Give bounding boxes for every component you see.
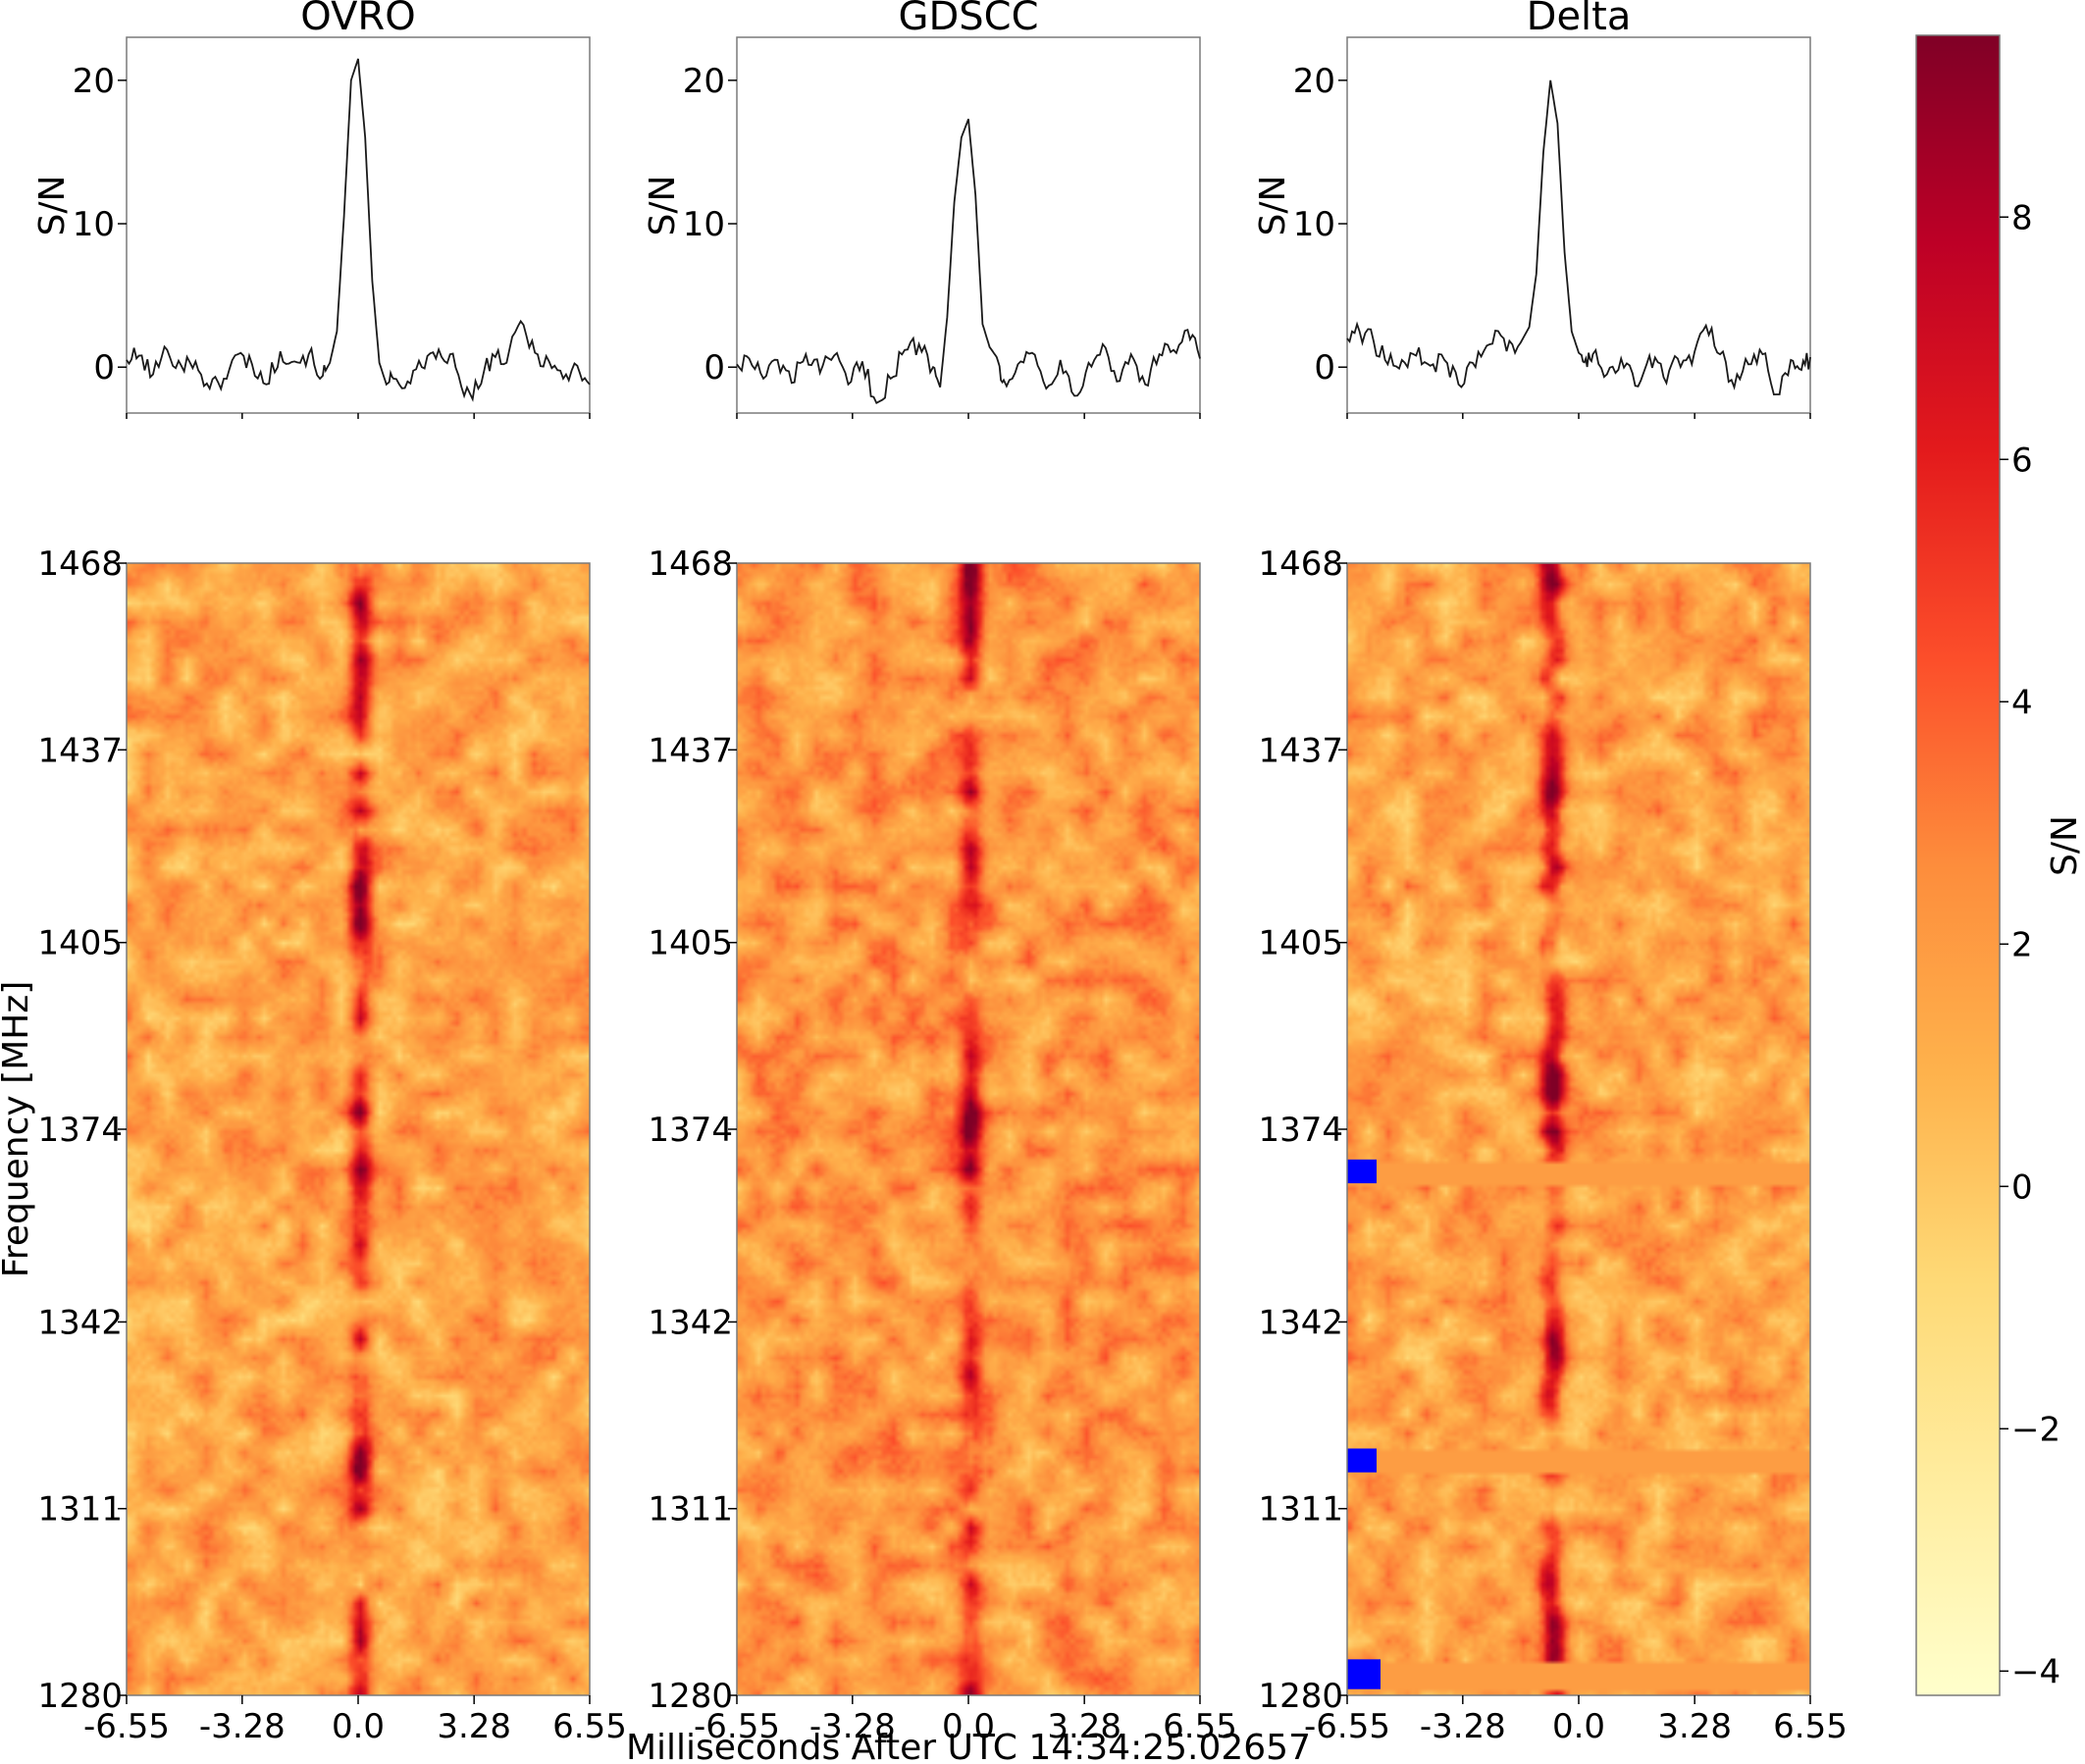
y-tick-label: 1280 <box>648 1677 733 1716</box>
y-tick-label: 1311 <box>648 1490 733 1530</box>
y-axis-label: Frequency [MHz] <box>0 981 36 1278</box>
x-tick-label: 0.0 <box>332 1707 385 1746</box>
x-tick-label: 3.28 <box>437 1707 511 1746</box>
x-tick-label: -3.28 <box>809 1707 896 1746</box>
x-tick-label: 0.0 <box>1552 1707 1605 1746</box>
x-tick-label: -3.28 <box>199 1707 286 1746</box>
masked-channel-marker <box>1347 1159 1377 1184</box>
y-tick-label: 1342 <box>1258 1303 1343 1342</box>
colorbar-tick-label: 6 <box>2011 441 2033 480</box>
y-axis-label: S/N <box>643 176 683 236</box>
y-tick-label: 0 <box>93 348 115 388</box>
y-tick-label: 1468 <box>37 545 123 584</box>
y-tick-label: 10 <box>683 205 725 244</box>
y-tick-label: 1405 <box>648 924 733 963</box>
y-tick-label: 0 <box>1314 348 1335 388</box>
timeseries-panel-ovro: OVRO 0 10 20 S/N <box>32 0 591 419</box>
y-tick-label: 20 <box>1293 62 1335 101</box>
series-line <box>126 58 591 402</box>
colorbar-tick-label: 4 <box>2011 683 2033 722</box>
y-tick-label: 1342 <box>37 1303 123 1342</box>
colorbar-tick-label: 0 <box>2011 1167 2033 1207</box>
x-tick-label: 6.55 <box>552 1707 627 1746</box>
heatmap-panel-gdscc: 1468 1437 1405 1374 1342 1311 1280-6.55 -3.28 0.… <box>648 545 1236 1746</box>
masked-channel-marker <box>1347 1448 1377 1473</box>
y-tick-label: 1374 <box>648 1111 733 1150</box>
heatmap-panel-ovro: 1468 1437 1405 1374 1342 1311 1280-6.55 -3.28 0.… <box>0 545 627 1746</box>
masked-channel-marker <box>1347 1659 1381 1689</box>
plot-frame <box>126 36 591 414</box>
colorbar-tick-label: −4 <box>2011 1652 2060 1691</box>
panel-title: OVRO <box>300 0 415 39</box>
colorbar-tick-label: 2 <box>2011 925 2033 964</box>
x-tick-label: 0.0 <box>942 1707 995 1746</box>
series-line <box>736 118 1201 405</box>
y-tick-label: 1311 <box>1258 1490 1343 1530</box>
y-tick-label: 10 <box>73 205 115 244</box>
x-axis-label: Milliseconds After UTC 14:34:25.02657 <box>626 1728 1311 1764</box>
y-tick-label: 0 <box>704 348 725 388</box>
y-axis-label: S/N <box>1253 176 1293 236</box>
dynamic-spectrum-image <box>737 563 1200 1695</box>
heatmap-panel-delta: 1468 1437 1405 1374 1342 1311 1280-6.55 -3.28 0.… <box>1258 545 1847 1746</box>
colorbar-label: S/N <box>2045 815 2085 876</box>
dynamic-spectrum-image <box>127 563 590 1695</box>
y-tick-label: 1280 <box>1258 1677 1343 1716</box>
y-tick-label: 1468 <box>1258 545 1343 584</box>
y-tick-label: 1437 <box>1258 731 1343 770</box>
y-tick-label: 1311 <box>37 1490 123 1530</box>
timeseries-panel-delta: Delta 0 10 20 S/N <box>1253 0 1811 419</box>
x-tick-label: -6.55 <box>694 1707 780 1746</box>
colorbar-tick-label: 8 <box>2011 198 2033 237</box>
x-tick-label: 3.28 <box>1047 1707 1121 1746</box>
y-tick-label: 1374 <box>37 1111 123 1150</box>
y-tick-label: 20 <box>683 62 725 101</box>
y-tick-label: 1405 <box>37 924 123 963</box>
y-tick-label: 1437 <box>648 731 733 770</box>
colorbar: −4 −2 0 2 4 6 8 S/N <box>1915 34 2085 1696</box>
series-line <box>1346 79 1811 396</box>
y-tick-label: 1468 <box>648 545 733 584</box>
y-axis-label: S/N <box>32 176 73 236</box>
timeseries-panel-gdscc: GDSCC 0 10 20 S/N <box>643 0 1201 419</box>
x-tick-label: -6.55 <box>1304 1707 1390 1746</box>
x-tick-label: -3.28 <box>1420 1707 1506 1746</box>
panel-title: GDSCC <box>898 0 1038 39</box>
x-tick-label: 6.55 <box>1163 1707 1237 1746</box>
x-tick-label: 3.28 <box>1657 1707 1732 1746</box>
plot-frame <box>736 36 1201 414</box>
y-tick-label: 1405 <box>1258 924 1343 963</box>
y-tick-label: 20 <box>73 62 115 101</box>
dynamic-spectrum-image <box>1347 563 1810 1695</box>
y-tick-label: 1280 <box>37 1677 123 1716</box>
colorbar-tick-label: −2 <box>2011 1410 2060 1449</box>
y-tick-label: 1437 <box>37 731 123 770</box>
y-tick-label: 1374 <box>1258 1111 1343 1150</box>
panel-title: Delta <box>1527 0 1632 39</box>
x-tick-label: 6.55 <box>1773 1707 1848 1746</box>
x-tick-label: -6.55 <box>83 1707 170 1746</box>
y-tick-label: 1342 <box>648 1303 733 1342</box>
y-tick-label: 10 <box>1293 205 1335 244</box>
colorbar-gradient <box>1915 34 2001 1696</box>
